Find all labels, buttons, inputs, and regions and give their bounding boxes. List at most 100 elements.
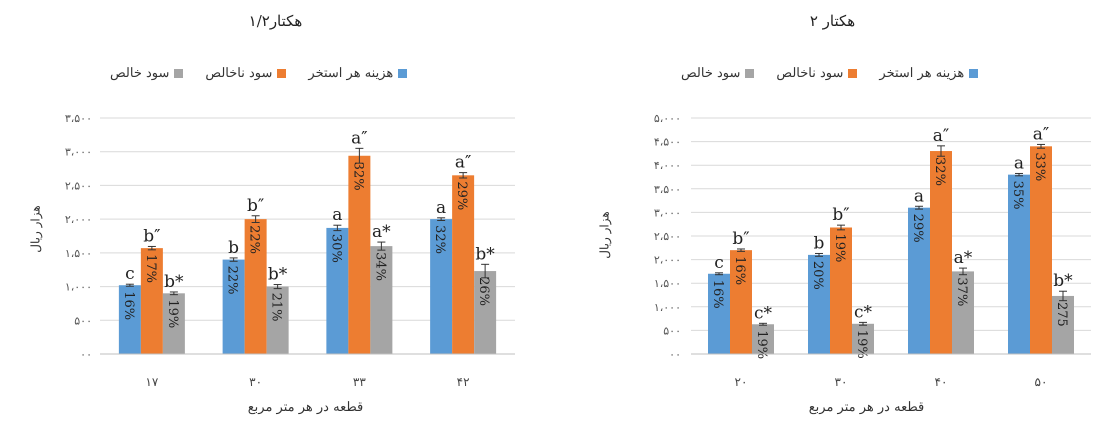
legend-label-net-profit: سود خالص <box>110 66 170 81</box>
y-tick-label: ۵،۰۰۰ <box>654 112 681 125</box>
percent-label: 17% <box>143 254 158 283</box>
chart-title: ۲ هکتار <box>809 12 856 30</box>
bar <box>326 227 349 354</box>
bar <box>430 219 453 354</box>
legend-item-net-profit: سود خالص <box>110 66 184 81</box>
bar <box>1052 295 1074 354</box>
y-tick-label: ۲،۵۰۰ <box>65 179 92 192</box>
x-tick-label: ۱۷ <box>145 375 158 389</box>
legend-swatch-net-profit <box>745 69 755 78</box>
percent-label: 29% <box>910 214 925 243</box>
x-tick-label: ۴۲ <box>457 375 470 389</box>
bar <box>852 323 874 354</box>
y-tick-label: ۳،۵۰۰ <box>654 183 681 196</box>
x-tick-label: ۳۳ <box>353 375 366 389</box>
bar <box>452 175 475 354</box>
percent-label: 19% <box>165 299 180 328</box>
significance-letter: c <box>125 264 135 284</box>
legend-label-cost: هزینه هر استخر <box>308 66 394 81</box>
bar <box>908 207 930 354</box>
x-axis-label: قطعه در هر متر مربع <box>808 400 925 415</box>
significance-letter: c <box>714 253 724 273</box>
percent-label: 22% <box>247 225 262 254</box>
significance-letter: c* <box>754 303 773 323</box>
x-tick-label: ۴۰ <box>935 375 948 389</box>
y-tick-label: ۴،۰۰۰ <box>654 159 681 172</box>
significance-letter: a* <box>372 222 391 242</box>
significance-letter: b* <box>475 244 495 264</box>
significance-letter: b* <box>268 265 288 285</box>
bar <box>370 246 393 354</box>
plot-area: ۰۰ ۵۰۰ ۱،۰۰۰ ۱،۵۰۰ ۲،۰۰۰ ۲،۵۰۰ ۳،۰۰۰ ۳،۵۰۰ ۴،۰۰۰… <box>654 112 1091 389</box>
significance-letter: b″ <box>732 229 749 249</box>
y-tick-label: ۱،۰۰۰ <box>654 301 681 314</box>
bar <box>952 271 974 354</box>
y-tick-label: ۱،۵۰۰ <box>654 277 681 290</box>
percent-label: 29% <box>454 181 469 210</box>
legend-item-gross-profit: سود ناخالص <box>776 66 858 81</box>
y-tick-label: ۵۰۰ <box>663 324 681 337</box>
bar <box>830 227 852 354</box>
chart-half-hectare: ۱/۲هکتار هزینه هر استخر سود ناخالص سود خ… <box>29 12 515 415</box>
percent-label: 34% <box>372 252 387 281</box>
significance-letter: b″ <box>143 226 160 246</box>
percent-label: 22% <box>225 266 240 295</box>
percent-label: 20% <box>810 261 825 290</box>
legend-item-net-profit: سود خالص <box>681 66 755 81</box>
bar <box>708 273 730 354</box>
percent-label: 32% <box>432 225 447 254</box>
legend-swatch-cost <box>398 69 408 78</box>
significance-letter: a″ <box>455 153 472 173</box>
legend-swatch-cost <box>969 69 979 78</box>
x-axis-label: قطعه در هر متر مربع <box>247 400 364 415</box>
percent-label: 16% <box>710 280 725 309</box>
percent-label: 32% <box>350 162 365 191</box>
bar <box>1008 174 1030 354</box>
legend-item-cost: هزینه هر استخر <box>308 66 408 81</box>
bar <box>118 285 141 354</box>
y-tick-label: ۱،۰۰۰ <box>65 281 92 294</box>
significance-letter: c* <box>854 302 873 322</box>
significance-letter: b* <box>1053 271 1073 291</box>
bar <box>348 155 371 354</box>
legend-label-gross-profit: سود ناخالص <box>205 66 273 81</box>
bar <box>266 286 289 354</box>
percent-label: 35% <box>1010 181 1025 210</box>
percent-label: 16% <box>732 256 747 285</box>
percent-label: 26% <box>476 277 491 306</box>
significance-letter: a <box>332 205 342 225</box>
significance-letter: a* <box>954 248 973 268</box>
legend-label-gross-profit: سود ناخالص <box>776 66 844 81</box>
legend-item-cost: هزینه هر استخر <box>879 66 979 81</box>
bar <box>140 248 163 354</box>
chart-legend: هزینه هر استخر سود ناخالص سود خالص <box>681 66 979 81</box>
chart-two-hectare: ۲ هکتار هزینه هر استخر سود ناخالص سود خا… <box>551 0 1102 429</box>
significance-letter: a <box>914 186 924 206</box>
percent-label: 21% <box>269 293 284 322</box>
significance-letter: b <box>228 238 239 258</box>
bar <box>808 254 830 354</box>
y-tick-label: ۰۰ <box>80 348 92 361</box>
legend-swatch-gross-profit <box>848 69 858 78</box>
bar <box>930 151 952 354</box>
percent-label: 19% <box>754 330 769 359</box>
plot-area: ۰۰ ۵۰۰ ۱،۰۰۰ ۱،۵۰۰ ۲،۰۰۰ ۲،۵۰۰ ۳،۰۰۰ ۳،۵۰۰ ۱۷ c 16… <box>65 112 515 389</box>
percent-label: 16% <box>121 291 136 320</box>
percent-label: 32% <box>932 157 947 186</box>
x-tick-label: ۳۰ <box>249 375 262 389</box>
chart-title: ۱/۲هکتار <box>248 12 303 30</box>
legend-swatch-net-profit <box>174 69 184 78</box>
significance-letter: b <box>814 233 825 253</box>
bar <box>222 259 245 354</box>
significance-letter: a″ <box>933 126 950 146</box>
percent-label: 30% <box>328 234 343 263</box>
bar <box>474 271 497 354</box>
y-tick-label: ۵۰۰ <box>74 314 92 327</box>
bar <box>162 293 185 354</box>
percent-label: 275 <box>1054 302 1069 327</box>
legend-label-net-profit: سود خالص <box>681 66 741 81</box>
percent-label: 33% <box>1032 152 1047 181</box>
y-tick-label: ۳،۰۰۰ <box>654 206 681 219</box>
significance-letter: a <box>436 198 446 218</box>
legend-swatch-gross-profit <box>277 69 287 78</box>
